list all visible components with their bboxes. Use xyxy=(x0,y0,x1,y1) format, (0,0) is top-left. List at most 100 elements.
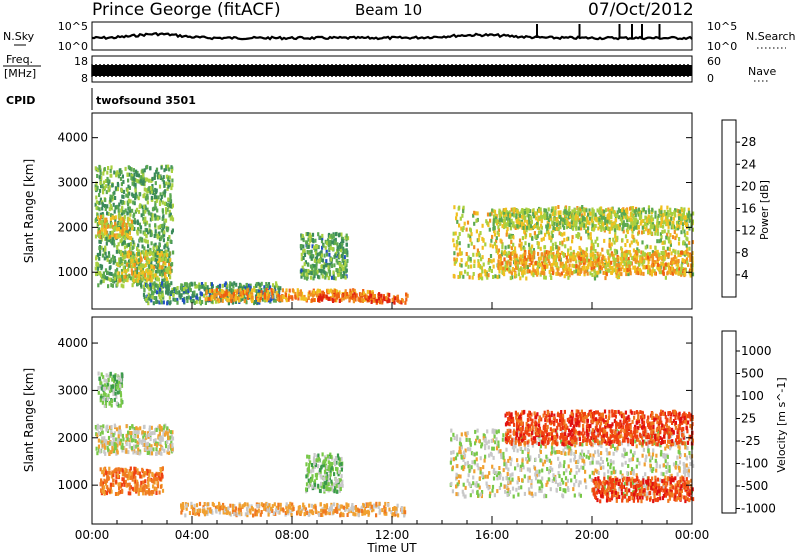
heatmap-cell xyxy=(137,450,140,455)
heatmap-cell xyxy=(231,300,234,305)
heatmap-cell xyxy=(142,273,145,278)
heatmap-cell xyxy=(142,179,145,184)
heatmap-cell xyxy=(498,269,501,274)
heatmap-cell xyxy=(341,258,344,263)
heatmap-cell xyxy=(550,263,554,267)
heatmap-cell xyxy=(155,195,158,200)
heatmap-cell xyxy=(132,260,135,265)
heatmap-cell xyxy=(559,221,562,225)
heatmap-cell xyxy=(621,208,624,213)
heatmap-cell xyxy=(653,227,656,232)
heatmap-cell xyxy=(452,273,455,278)
heatmap-cell xyxy=(260,290,263,295)
heatmap-cell xyxy=(687,207,690,212)
heatmap-cell xyxy=(555,271,558,276)
heatmap-cell xyxy=(145,269,148,274)
heatmap-cell xyxy=(332,270,335,275)
heatmap-cell xyxy=(610,215,613,220)
heatmap-cell xyxy=(161,177,164,182)
heatmap-cell xyxy=(491,234,494,239)
heatmap-cell xyxy=(147,433,150,437)
heatmap-cell xyxy=(577,268,580,273)
heatmap-cell xyxy=(94,202,97,207)
heatmap-cell xyxy=(490,238,493,243)
heatmap-cell xyxy=(680,263,683,268)
heatmap-cell xyxy=(328,262,331,267)
heatmap-cell xyxy=(120,188,123,193)
heatmap-cell xyxy=(104,207,107,211)
heatmap-cell xyxy=(140,283,143,288)
heatmap-cell xyxy=(654,214,657,219)
heatmap-cell xyxy=(642,230,645,234)
heatmap-cell xyxy=(478,233,481,238)
heatmap-cell xyxy=(138,440,141,445)
heatmap-cell xyxy=(344,275,347,280)
heatmap-cell xyxy=(117,261,121,266)
heatmap-cell xyxy=(588,211,591,216)
heatmap-cell xyxy=(581,218,584,223)
heatmap-cell xyxy=(95,181,98,186)
heatmap-cell xyxy=(184,285,187,289)
heatmap-cell xyxy=(104,198,107,203)
heatmap-cell xyxy=(499,254,502,258)
heatmap-cell xyxy=(324,275,327,280)
heatmap-cell xyxy=(131,271,134,276)
heatmap-cell xyxy=(148,427,151,432)
heatmap-cell xyxy=(120,269,124,273)
heatmap-cell xyxy=(527,255,530,260)
heatmap-cell xyxy=(683,252,687,257)
heatmap-cell xyxy=(166,186,169,191)
heatmap-cell xyxy=(112,236,115,241)
heatmap-cell xyxy=(154,187,157,192)
heatmap-cell xyxy=(152,256,155,261)
heatmap-cell xyxy=(104,251,107,256)
heatmap-cell xyxy=(188,283,191,288)
heatmap-cell xyxy=(300,233,303,238)
heatmap-cell xyxy=(236,296,239,301)
heatmap-cell xyxy=(620,261,623,266)
heatmap-cell xyxy=(614,234,617,239)
heatmap-cell xyxy=(183,296,186,301)
heatmap-cell xyxy=(145,442,148,447)
heatmap-cell xyxy=(586,264,590,269)
heatmap-cell xyxy=(503,218,506,223)
heatmap-cell xyxy=(344,266,347,271)
heatmap-cell xyxy=(334,237,337,242)
heatmap-cell xyxy=(513,268,516,273)
heatmap-cell xyxy=(520,209,523,214)
heatmap-cell xyxy=(666,205,669,210)
heatmap-cell xyxy=(339,244,342,249)
heatmap-cell xyxy=(111,195,114,200)
heatmap-cell xyxy=(321,274,324,279)
heatmap-cell xyxy=(105,184,108,189)
heatmap-cell xyxy=(671,212,674,216)
heatmap-cell xyxy=(635,208,638,213)
heatmap-cell xyxy=(583,270,586,275)
heatmap-cell xyxy=(572,249,575,254)
heatmap-cell xyxy=(500,252,504,257)
heatmap-cell xyxy=(332,290,335,295)
heatmap-cell xyxy=(155,443,158,448)
heatmap-cell xyxy=(587,262,590,267)
heatmap-cell xyxy=(136,278,140,283)
heatmap-cell xyxy=(592,246,595,251)
heatmap-cell xyxy=(138,451,141,456)
heatmap-cell xyxy=(684,216,687,221)
heatmap-cell xyxy=(146,260,149,265)
heatmap-cell xyxy=(544,208,548,213)
heatmap-cell xyxy=(507,212,510,217)
heatmap-cell xyxy=(121,174,124,179)
heatmap-cell xyxy=(624,243,627,247)
heatmap-cell xyxy=(145,283,149,288)
heatmap-cell xyxy=(597,270,600,275)
heatmap-cell xyxy=(306,250,309,254)
heatmap-cell xyxy=(512,221,515,226)
heatmap-cell xyxy=(116,204,119,209)
heatmap-cell xyxy=(579,236,583,241)
heatmap-cell xyxy=(613,221,616,226)
heatmap-cell xyxy=(647,228,650,233)
heatmap-cell xyxy=(575,226,578,231)
heatmap-cell xyxy=(513,253,517,258)
heatmap-cell xyxy=(135,207,139,212)
velocity-cells xyxy=(94,371,695,518)
